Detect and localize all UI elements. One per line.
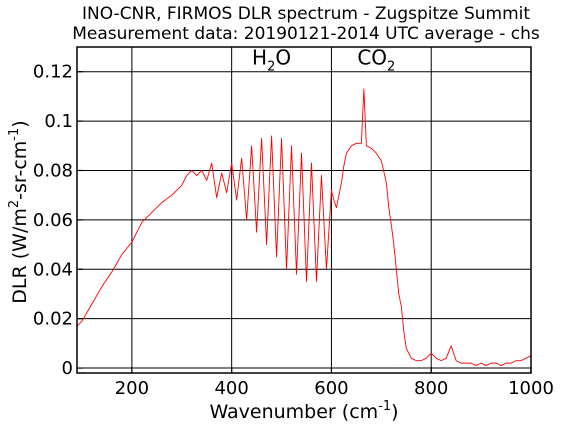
- x-tick-label: 200: [115, 378, 149, 399]
- h2o-band-label: H2O: [252, 45, 291, 74]
- y-tick-label: 0.12: [33, 62, 73, 83]
- x-tick-label: 400: [214, 378, 248, 399]
- co2-band-label: CO2: [357, 45, 395, 74]
- y-tick-label: 0.02: [33, 309, 73, 330]
- chart-title-line-2: Measurement data: 20190121-2014 UTC aver…: [72, 24, 540, 44]
- y-axis-label: DLR (W/m2-sr-cm-1): [7, 120, 31, 303]
- y-tick-label: 0.08: [33, 160, 73, 181]
- plot-frame: [76, 46, 532, 374]
- grid-lines: [77, 47, 532, 373]
- y-tick-label: 0.06: [33, 210, 73, 231]
- x-tick-label: 800: [414, 378, 448, 399]
- x-tick-label: 1000: [508, 378, 554, 399]
- dlr-spectrum-line: [77, 88, 531, 367]
- y-tick-label: 0.04: [33, 259, 73, 280]
- x-tick-label: 600: [314, 378, 348, 399]
- axis-ticks: 200 400 600 800 1000 0 0.02 0.04 0.06 0.08 0.1 0.12: [33, 62, 554, 399]
- y-tick-label: 0.1: [44, 111, 73, 132]
- chart-title-line-1: INO-CNR, FIRMOS DLR spectrum - Zugspitze…: [82, 4, 530, 24]
- y-tick-label: 0: [62, 358, 73, 379]
- x-axis-label: Wavenumber (cm-1): [209, 399, 398, 423]
